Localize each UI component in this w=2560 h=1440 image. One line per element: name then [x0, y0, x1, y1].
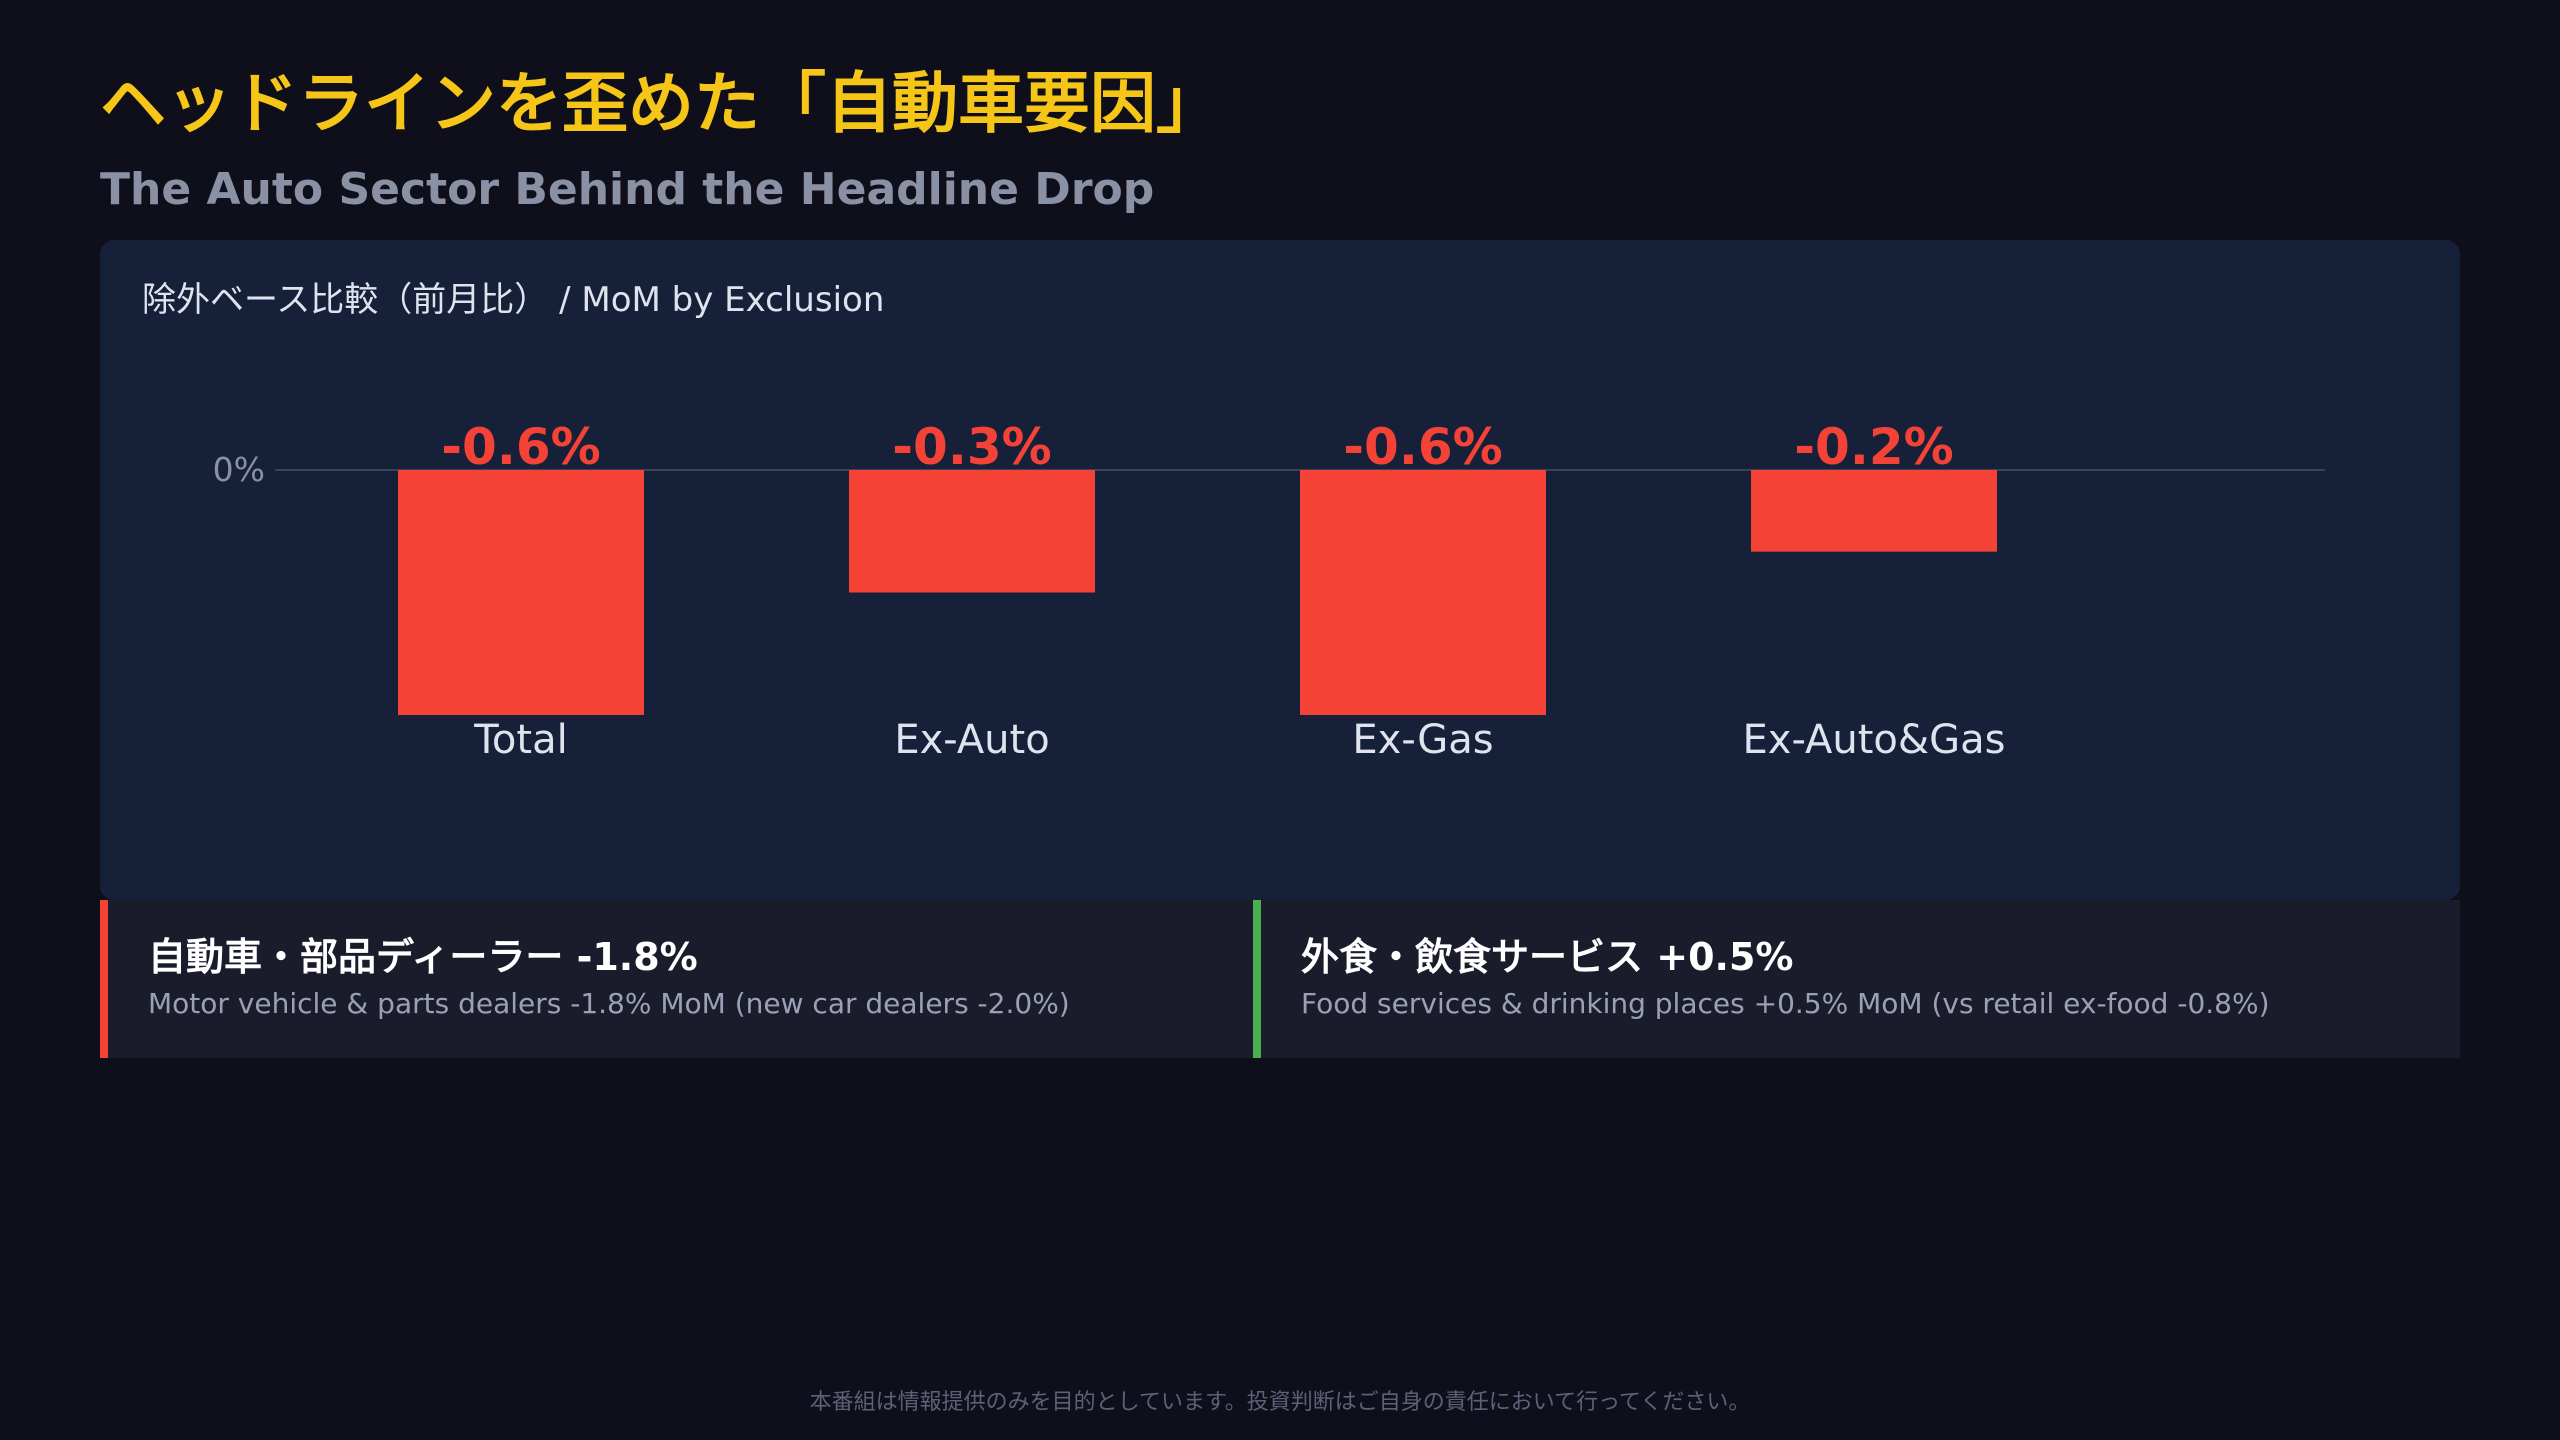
food-services-card-description: Food services & drinking places +0.5% Mo…: [1301, 987, 2270, 1020]
x-tick-label-3: Ex-Gas: [1352, 717, 1493, 763]
chart-heading: 除外ベース比較（前月比） / MoM by Exclusion: [142, 280, 885, 320]
bar-2: [849, 470, 1095, 593]
food-services-card: 外食・飲食サービス +0.5% Food services & drinking…: [1253, 900, 2460, 1058]
data-label-2: -0.3%: [892, 418, 1051, 476]
data-label-4: -0.2%: [1794, 418, 1953, 476]
auto-dealers-card: 自動車・部品ディーラー -1.8% Motor vehicle & parts …: [100, 900, 1253, 1058]
auto-dealers-card-title: 自動車・部品ディーラー -1.8%: [148, 935, 698, 979]
data-label-3: -0.6%: [1343, 418, 1502, 476]
chart-panel: 除外ベース比較（前月比） / MoM by Exclusion 0% -0.6% T…: [100, 240, 2460, 900]
bar-chart: 0% -0.6% Total -0.3% Ex-Auto -0.6% Ex-Gas -0.2%…: [213, 418, 2325, 763]
page-subtitle: The Auto Sector Behind the Headline Drop: [100, 164, 1155, 215]
disclaimer: 本番組は情報提供のみを目的としています。投資判断はご自身の責任において行ってくだ…: [809, 1390, 1751, 1415]
x-tick-label-4: Ex-Auto&Gas: [1743, 717, 2006, 763]
bar-4: [1751, 470, 1997, 552]
food-services-card-title: 外食・飲食サービス +0.5%: [1301, 935, 1794, 979]
data-label-1: -0.6%: [441, 418, 600, 476]
x-tick-label-1: Total: [473, 717, 567, 763]
y-tick-label-zero: 0%: [213, 450, 265, 489]
bar-1: [398, 470, 644, 715]
bar-3: [1300, 470, 1546, 715]
page-title: ヘッドラインを歪めた「自動車要因」: [100, 65, 1222, 142]
x-tick-label-2: Ex-Auto: [894, 717, 1049, 763]
auto-dealers-card-description: Motor vehicle & parts dealers -1.8% MoM …: [148, 987, 1070, 1020]
